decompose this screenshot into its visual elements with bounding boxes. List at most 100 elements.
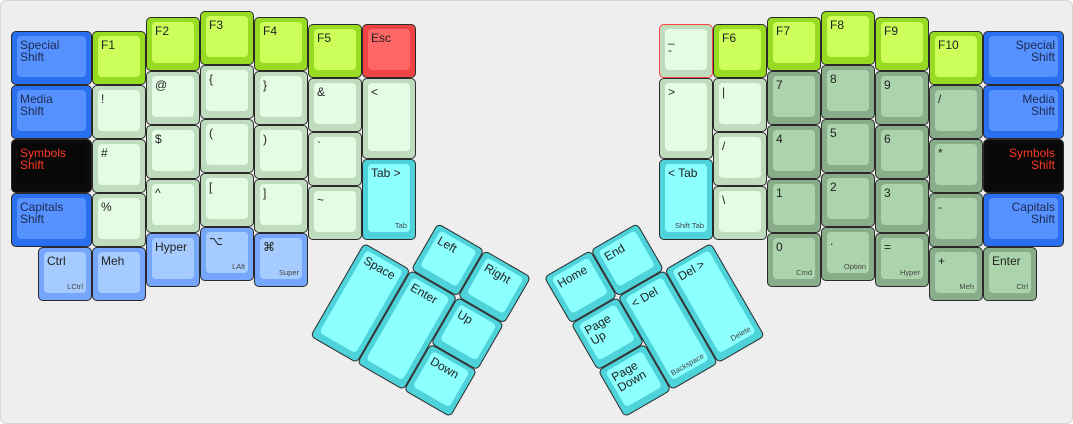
key-label: Enter bbox=[992, 254, 1021, 268]
key-symbol[interactable]: _ - bbox=[659, 24, 713, 78]
key-f10[interactable]: F10 bbox=[929, 31, 983, 85]
keycap: Tab > Tab bbox=[368, 164, 410, 232]
key-symbol[interactable]: ( bbox=[200, 119, 254, 173]
keycap: \ bbox=[719, 191, 761, 232]
key-label: < Del bbox=[628, 284, 661, 311]
key-tab[interactable]: < Tab Shift Tab bbox=[659, 159, 713, 240]
key-f9[interactable]: F9 bbox=[875, 17, 929, 71]
key-meh[interactable]: Meh bbox=[92, 247, 146, 301]
key-special-shift[interactable]: Special Shift bbox=[11, 31, 92, 85]
key-8[interactable]: 8 bbox=[821, 65, 875, 119]
key-symbol[interactable]: > bbox=[659, 78, 713, 159]
key-symbol[interactable]: & bbox=[308, 78, 362, 132]
key-symbol[interactable]: { bbox=[200, 65, 254, 119]
key-0[interactable]: 0 Cmd bbox=[767, 233, 821, 287]
key-capitals-shift[interactable]: Capitals Shift bbox=[11, 193, 92, 247]
key-symbol[interactable]: / bbox=[713, 132, 767, 186]
key-f5[interactable]: F5 bbox=[308, 24, 362, 78]
key-f7[interactable]: F7 bbox=[767, 17, 821, 71]
key-label: F9 bbox=[884, 24, 899, 38]
key-1[interactable]: 1 bbox=[767, 179, 821, 233]
key-f4[interactable]: F4 bbox=[254, 17, 308, 71]
key-esc[interactable]: Esc bbox=[362, 24, 416, 78]
key-media-shift[interactable]: Media Shift bbox=[11, 85, 92, 139]
key-symbol[interactable]: * bbox=[929, 139, 983, 193]
keycap: < Tab Shift Tab bbox=[665, 164, 707, 232]
key-capitals-shift[interactable]: Capitals Shift bbox=[983, 193, 1064, 247]
key-label: . bbox=[830, 234, 834, 248]
key-enter[interactable]: Enter Ctrl bbox=[983, 247, 1037, 301]
key-symbol[interactable]: ) bbox=[254, 125, 308, 179]
key-media-shift[interactable]: Media Shift bbox=[983, 85, 1064, 139]
key-symbol[interactable]: ] bbox=[254, 179, 308, 233]
key-symbols-shift[interactable]: Symbols Shift bbox=[11, 139, 92, 193]
key-symbol[interactable]: \ bbox=[713, 186, 767, 240]
key-symbol[interactable]: # bbox=[92, 139, 146, 193]
key-label: F8 bbox=[830, 18, 845, 32]
key-label: > bbox=[668, 85, 676, 99]
key-label: * bbox=[938, 146, 943, 160]
key-symbol[interactable]: $ bbox=[146, 125, 200, 179]
keycap: / bbox=[935, 90, 977, 131]
keycap: F6 bbox=[719, 29, 761, 70]
keycap: > bbox=[665, 83, 707, 151]
key-label: - bbox=[938, 200, 942, 214]
key-label: 0 bbox=[776, 240, 783, 254]
key-symbols-shift[interactable]: Symbols Shift bbox=[983, 139, 1064, 193]
key-9[interactable]: 9 bbox=[875, 71, 929, 125]
key-symbol[interactable]: = Hyper bbox=[875, 233, 929, 287]
key-label: Symbols Shift bbox=[1008, 146, 1055, 172]
key-symbol[interactable]: ~ bbox=[308, 186, 362, 240]
key-hyper[interactable]: Hyper bbox=[146, 233, 200, 287]
key-label: \ bbox=[722, 193, 726, 207]
key-tab[interactable]: Tab > Tab bbox=[362, 159, 416, 240]
key-symbol[interactable]: ` bbox=[308, 132, 362, 186]
key-label: Special Shift bbox=[20, 38, 60, 64]
key-label: 4 bbox=[776, 132, 783, 146]
key-f1[interactable]: F1 bbox=[92, 31, 146, 85]
key-symbol[interactable]: < bbox=[362, 78, 416, 159]
key-7[interactable]: 7 bbox=[767, 71, 821, 125]
key-label: 2 bbox=[830, 180, 837, 194]
key-symbol[interactable]: @ bbox=[146, 71, 200, 125]
key-3[interactable]: 3 bbox=[875, 179, 929, 233]
key-label: Capitals Shift bbox=[1011, 200, 1055, 226]
keycap: ) bbox=[260, 130, 302, 171]
key-symbol[interactable]: ⌥ LAlt bbox=[200, 227, 254, 281]
key-label: F6 bbox=[722, 31, 737, 45]
keycap: | bbox=[719, 83, 761, 124]
keycap: ] bbox=[260, 184, 302, 225]
key-symbol[interactable]: ⌘ Super bbox=[254, 233, 308, 287]
key-symbol[interactable]: - bbox=[929, 193, 983, 247]
key-symbol[interactable]: } bbox=[254, 71, 308, 125]
key-symbol[interactable]: . Option bbox=[821, 227, 875, 281]
key-label: % bbox=[101, 200, 112, 214]
key-4[interactable]: 4 bbox=[767, 125, 821, 179]
key-symbol[interactable]: ^ bbox=[146, 179, 200, 233]
keycap: Esc bbox=[368, 29, 410, 70]
key-label: | bbox=[722, 85, 726, 99]
key-symbol[interactable]: % bbox=[92, 193, 146, 247]
key-f2[interactable]: F2 bbox=[146, 17, 200, 71]
key-symbol[interactable]: + Meh bbox=[929, 247, 983, 301]
key-symbol[interactable]: / bbox=[929, 85, 983, 139]
key-5[interactable]: 5 bbox=[821, 119, 875, 173]
key-f8[interactable]: F8 bbox=[821, 11, 875, 65]
key-symbol[interactable]: [ bbox=[200, 173, 254, 227]
key-label: Capitals Shift bbox=[20, 200, 64, 226]
key-special-shift[interactable]: Special Shift bbox=[983, 31, 1064, 85]
key-label: Page Down bbox=[608, 358, 649, 395]
key-symbol[interactable]: ! bbox=[92, 85, 146, 139]
key-label: Special Shift bbox=[1015, 38, 1055, 64]
key-2[interactable]: 2 bbox=[821, 173, 875, 227]
key-f3[interactable]: F3 bbox=[200, 11, 254, 65]
key-label: / bbox=[722, 139, 726, 153]
key-6[interactable]: 6 bbox=[875, 125, 929, 179]
keycap: 2 bbox=[827, 178, 869, 219]
key-symbol[interactable]: | bbox=[713, 78, 767, 132]
key-f6[interactable]: F6 bbox=[713, 24, 767, 78]
key-sublabel: Shift Tab bbox=[674, 221, 704, 230]
key-ctrl[interactable]: Ctrl LCtrl bbox=[38, 247, 92, 301]
key-label: 6 bbox=[884, 132, 891, 146]
